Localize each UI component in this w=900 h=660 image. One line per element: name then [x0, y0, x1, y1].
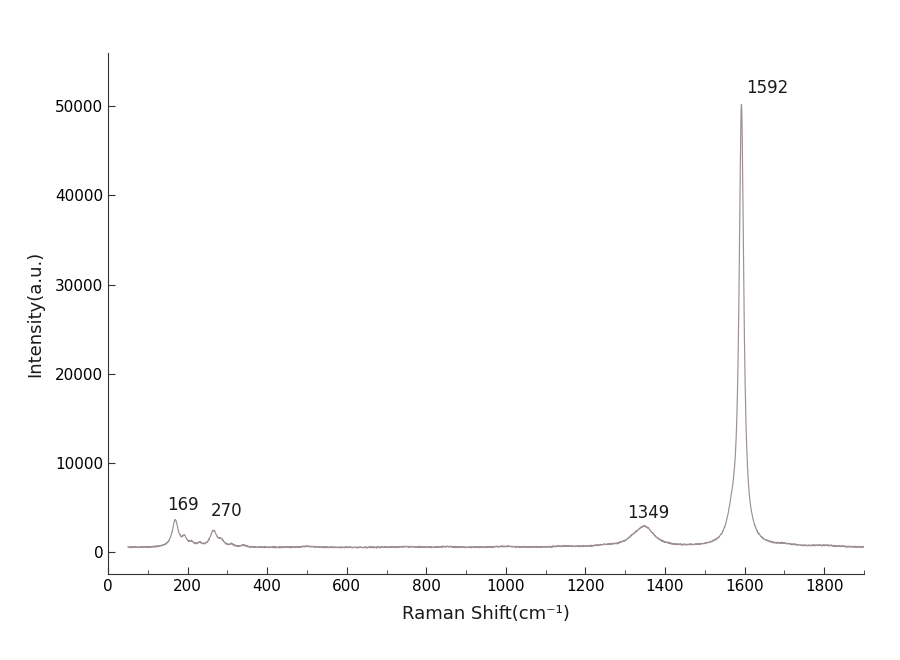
- Y-axis label: Intensity(a.u.): Intensity(a.u.): [26, 250, 44, 377]
- X-axis label: Raman Shift(cm⁻¹): Raman Shift(cm⁻¹): [402, 605, 570, 623]
- Text: 1349: 1349: [627, 504, 670, 521]
- Text: 270: 270: [211, 502, 242, 520]
- Text: 1592: 1592: [747, 79, 789, 98]
- Text: 169: 169: [166, 496, 199, 513]
